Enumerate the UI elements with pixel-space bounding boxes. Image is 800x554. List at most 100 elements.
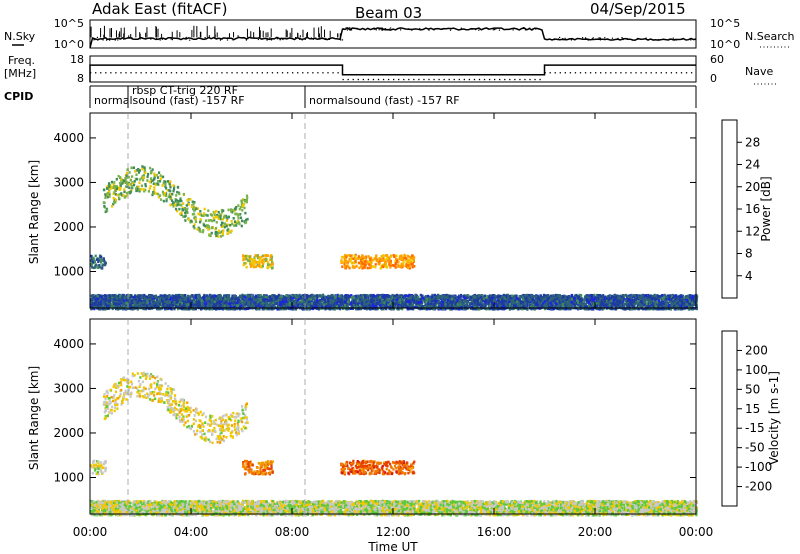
heatmap-cell	[220, 225, 223, 229]
nsearch-dot	[408, 28, 410, 30]
heatmap-cell	[151, 193, 154, 197]
cpid-panel: CPID normalsound (fast) -157 RF rbsp CT-…	[4, 84, 697, 108]
heatmap-cell	[147, 172, 150, 176]
heatmap-cell	[201, 230, 204, 234]
heatmap-cell	[559, 307, 562, 311]
heatmap-cell	[225, 224, 228, 228]
nsearch-dot	[568, 38, 570, 40]
heatmap-cell	[148, 180, 151, 184]
heatmap-cell	[687, 304, 690, 307]
heatmap-cell	[174, 207, 178, 211]
heatmap-cell	[221, 217, 225, 221]
heatmap-cell	[137, 294, 140, 297]
heatmap-cell	[148, 166, 152, 170]
heatmap-cell	[206, 214, 209, 217]
heatmap-cell	[274, 306, 277, 309]
heatmap-cell	[200, 214, 203, 217]
heatmap-cell	[389, 266, 392, 269]
heatmap-cell	[94, 265, 97, 268]
heatmap-cell	[143, 304, 146, 308]
nsearch-dot	[694, 38, 696, 41]
heatmap-cell	[97, 260, 100, 264]
heatmap-cell	[602, 294, 605, 297]
nave-dot	[524, 78, 526, 81]
heatmap-cell	[256, 256, 260, 260]
heatmap-cell	[106, 192, 109, 195]
nsearch-dot	[585, 38, 587, 40]
nsearch-dot	[109, 38, 111, 40]
nave-dot	[160, 72, 162, 74]
heatmap-cell	[198, 213, 201, 216]
heatmap-cell	[258, 257, 261, 261]
heatmap-cell	[202, 214, 205, 218]
heatmap-cell	[361, 267, 364, 270]
heatmap-cell	[232, 217, 235, 220]
heatmap-cell	[270, 257, 273, 261]
noise-left-tick-top: 10^5	[54, 17, 84, 30]
heatmap-cell	[150, 177, 153, 180]
heatmap-cell	[396, 307, 399, 311]
heatmap-cell	[139, 178, 142, 181]
nave-dot	[488, 78, 491, 81]
heatmap-cell	[379, 266, 382, 270]
heatmap-cell	[344, 256, 348, 259]
nsearch-dot	[495, 28, 497, 30]
heatmap-cell	[169, 195, 172, 199]
nave-dot	[463, 78, 465, 81]
nave-dot	[574, 72, 577, 74]
nsearch-dot	[474, 28, 477, 31]
nave-dot	[413, 78, 415, 81]
nave-dot	[539, 78, 541, 81]
heatmap-cell	[180, 211, 183, 214]
heatmap-cell	[334, 300, 337, 303]
nave-dot	[226, 72, 228, 74]
heatmap-cell	[382, 259, 385, 262]
heatmap-cell	[273, 299, 276, 302]
heatmap-cell	[176, 190, 179, 194]
heatmap-cell	[209, 234, 212, 238]
nsearch-dot	[257, 38, 259, 41]
heatmap-cell	[377, 262, 380, 265]
nsearch-dot	[269, 37, 271, 39]
heatmap-cell	[152, 192, 155, 195]
heatmap-cell	[261, 254, 265, 258]
heatmap-cell	[215, 221, 218, 224]
heatmap-cell	[131, 175, 134, 178]
heatmap-cell	[261, 261, 264, 264]
nave-dot	[645, 72, 647, 74]
heatmap-cell	[195, 207, 198, 210]
heatmap-cell	[366, 262, 369, 265]
heatmap-cell	[587, 307, 590, 311]
heatmap-cell	[192, 296, 195, 299]
heatmap-cell	[231, 210, 234, 214]
nave-dot	[615, 72, 617, 74]
nsearch-dot	[247, 38, 249, 40]
heatmap-cell	[566, 300, 569, 304]
heatmap-cell	[219, 235, 222, 238]
heatmap-cell	[374, 263, 377, 266]
nave-dot	[610, 72, 612, 74]
nsearch-dot	[482, 28, 484, 30]
heatmap-cell	[460, 299, 464, 302]
heatmap-cell	[260, 255, 263, 259]
heatmap-cell	[252, 258, 255, 261]
heatmap-cell	[565, 307, 568, 311]
nsearch-dot	[276, 38, 278, 40]
nave-dot	[660, 72, 662, 74]
heatmap-cell	[128, 186, 131, 190]
heatmap-cell	[379, 294, 382, 297]
heatmap-cell	[93, 260, 97, 263]
heatmap-cell	[262, 294, 266, 297]
nsearch-dot	[587, 39, 589, 41]
heatmap-cell	[239, 205, 242, 209]
heatmap-cell	[94, 254, 97, 258]
nave-dot	[362, 78, 364, 81]
nave-dot	[468, 78, 471, 81]
heatmap-cell	[256, 254, 259, 258]
heatmap-cell	[366, 266, 369, 270]
heatmap-cell	[238, 222, 241, 226]
heatmap-cell	[265, 257, 268, 261]
heatmap-cell	[395, 257, 398, 261]
heatmap-cell	[539, 299, 542, 303]
